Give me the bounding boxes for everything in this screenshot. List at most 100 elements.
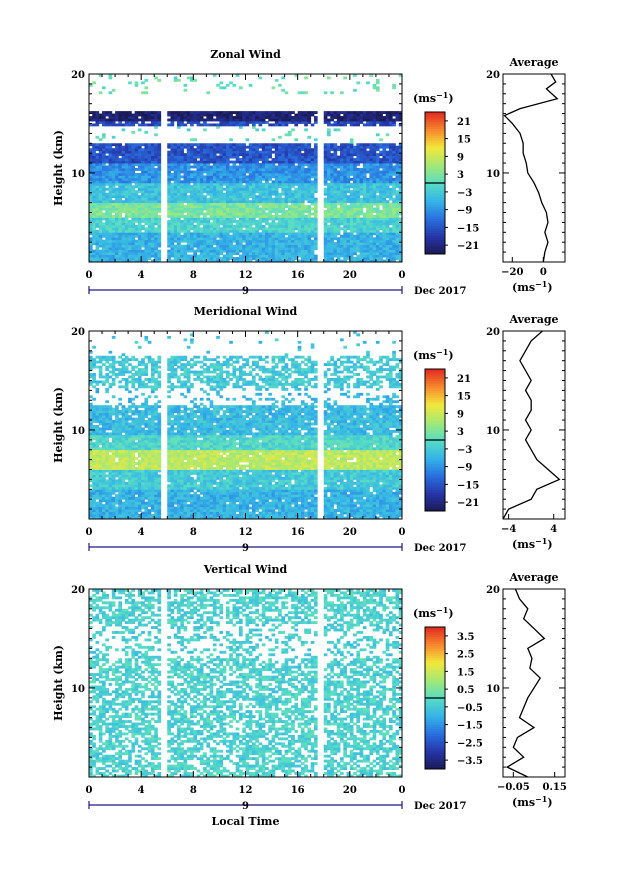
heatmap-cell [105, 155, 109, 159]
heatmap-cell [261, 168, 266, 171]
heatmap-cell [327, 242, 331, 246]
heatmap-cell [392, 158, 396, 161]
heatmap-cell [255, 232, 259, 236]
heatmap-cell [232, 175, 237, 179]
heatmap-cell [245, 249, 250, 253]
heatmap-cell [375, 215, 380, 218]
heatmap-cell [147, 237, 152, 241]
heatmap-cell [291, 121, 295, 124]
heatmap-cell [118, 237, 122, 241]
heatmap-cell [294, 118, 299, 122]
heatmap-cell [271, 224, 276, 228]
heatmap-cell [150, 182, 155, 186]
heatmap-cell [212, 143, 217, 147]
heatmap-cell [372, 207, 377, 211]
heatmap-cell [330, 222, 334, 226]
heatmap-cell [98, 207, 103, 211]
heatmap-cell [258, 244, 263, 248]
heatmap-cell [349, 234, 354, 238]
heatmap-cell [105, 165, 109, 169]
heatmap-cell [245, 215, 250, 218]
heatmap-cell [385, 187, 390, 191]
heatmap-cell [392, 229, 396, 233]
heatmap-cell [183, 247, 188, 251]
heatmap-cell [111, 123, 116, 127]
heatmap-cell [95, 145, 100, 149]
heatmap-cell [382, 212, 387, 216]
heatmap-cell [219, 81, 224, 85]
heatmap-cell [265, 182, 269, 186]
heatmap-cell [398, 165, 403, 169]
heatmap-cell [340, 234, 344, 238]
heatmap-cell [294, 138, 299, 142]
heatmap-cell [372, 153, 377, 157]
heatmap-cell [190, 187, 194, 191]
heatmap-cell [307, 145, 312, 149]
heatmap-cell [157, 158, 162, 161]
heatmap-cell [366, 234, 370, 238]
heatmap-cell [281, 249, 286, 253]
heatmap-cell [346, 118, 351, 122]
heatmap-cell [199, 116, 204, 119]
heatmap-cell [300, 242, 305, 246]
heatmap-cell [167, 210, 171, 213]
heatmap-cell [115, 195, 119, 199]
heatmap-cell [137, 118, 142, 122]
heatmap-cell [89, 229, 93, 233]
heatmap-cell [336, 180, 341, 184]
heatmap-cell [193, 165, 197, 169]
heatmap-cell [392, 247, 396, 251]
heatmap-cell [287, 237, 292, 241]
heatmap-cell [359, 259, 364, 263]
heatmap-cell [212, 257, 217, 260]
heatmap-cell [265, 195, 269, 199]
heatmap-cell [304, 190, 308, 194]
heatmap-cell [398, 153, 403, 157]
heatmap-cell [147, 232, 152, 236]
heatmap-cell [222, 207, 227, 211]
heatmap-cell [359, 224, 364, 228]
heatmap-cell [369, 242, 374, 246]
heatmap-cell [193, 200, 197, 204]
heatmap-cell [121, 229, 126, 233]
heatmap-cell [115, 163, 119, 166]
heatmap-cell [124, 222, 129, 226]
heatmap-cell [388, 118, 393, 122]
heatmap-cell [369, 217, 374, 221]
heatmap-cell [177, 259, 181, 263]
heatmap-cell [225, 153, 230, 157]
heatmap-cell [392, 252, 396, 255]
heatmap-cell [261, 195, 266, 199]
heatmap-cell [255, 224, 259, 228]
heatmap-cell [235, 249, 240, 253]
heatmap-cell [388, 242, 393, 246]
heatmap-cell [219, 210, 224, 213]
heatmap-cell [173, 207, 178, 211]
x-tick-label: 16 [291, 270, 305, 281]
heatmap-cell [92, 229, 96, 233]
heatmap-cell [300, 234, 305, 238]
heatmap-cell [346, 190, 351, 194]
heatmap-cell [180, 195, 184, 199]
heatmap-cell [98, 143, 103, 147]
heatmap-cell [268, 205, 272, 208]
heatmap-cell [131, 232, 136, 236]
heatmap-cell [255, 252, 259, 255]
heatmap-cell [225, 259, 230, 263]
heatmap-cell [284, 190, 289, 194]
heatmap-cell [258, 158, 263, 161]
heatmap-cell [252, 160, 256, 164]
heatmap-cell [232, 116, 237, 119]
heatmap-cell [248, 247, 253, 251]
heatmap-cell [343, 177, 347, 181]
heatmap-cell [212, 177, 217, 181]
heatmap-cell [343, 257, 347, 260]
heatmap-cell [366, 229, 370, 233]
heatmap-cell [382, 197, 387, 201]
heatmap-cell [252, 118, 256, 122]
heatmap-cell [196, 121, 201, 124]
heatmap-cell [327, 133, 331, 137]
heatmap-cell [323, 175, 328, 179]
heatmap-cell [330, 195, 334, 199]
heatmap-cell [366, 168, 370, 171]
